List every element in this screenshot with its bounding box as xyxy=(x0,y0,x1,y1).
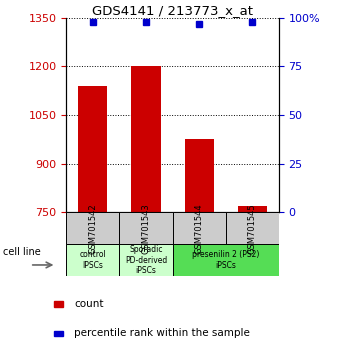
FancyBboxPatch shape xyxy=(226,212,279,244)
Text: GSM701542: GSM701542 xyxy=(88,203,97,254)
Text: GSM701544: GSM701544 xyxy=(194,203,204,254)
Text: cell line: cell line xyxy=(3,247,41,257)
Bar xyxy=(185,139,214,212)
Bar xyxy=(78,86,107,212)
Bar xyxy=(238,206,267,212)
FancyBboxPatch shape xyxy=(119,212,173,244)
Bar xyxy=(54,302,63,307)
FancyBboxPatch shape xyxy=(119,244,173,276)
FancyBboxPatch shape xyxy=(173,212,226,244)
Text: GSM701543: GSM701543 xyxy=(141,203,151,254)
Text: Sporadic
PD-derived
iPSCs: Sporadic PD-derived iPSCs xyxy=(125,245,167,275)
Bar xyxy=(54,331,63,336)
Text: count: count xyxy=(74,299,103,309)
Text: GSM701545: GSM701545 xyxy=(248,203,257,254)
FancyBboxPatch shape xyxy=(66,212,119,244)
FancyBboxPatch shape xyxy=(173,244,279,276)
Text: control
IPSCs: control IPSCs xyxy=(80,251,106,270)
FancyBboxPatch shape xyxy=(66,244,119,276)
Text: percentile rank within the sample: percentile rank within the sample xyxy=(74,329,250,338)
Bar xyxy=(131,66,160,212)
Text: presenilin 2 (PS2)
iPSCs: presenilin 2 (PS2) iPSCs xyxy=(192,251,259,270)
Title: GDS4141 / 213773_x_at: GDS4141 / 213773_x_at xyxy=(92,4,253,17)
